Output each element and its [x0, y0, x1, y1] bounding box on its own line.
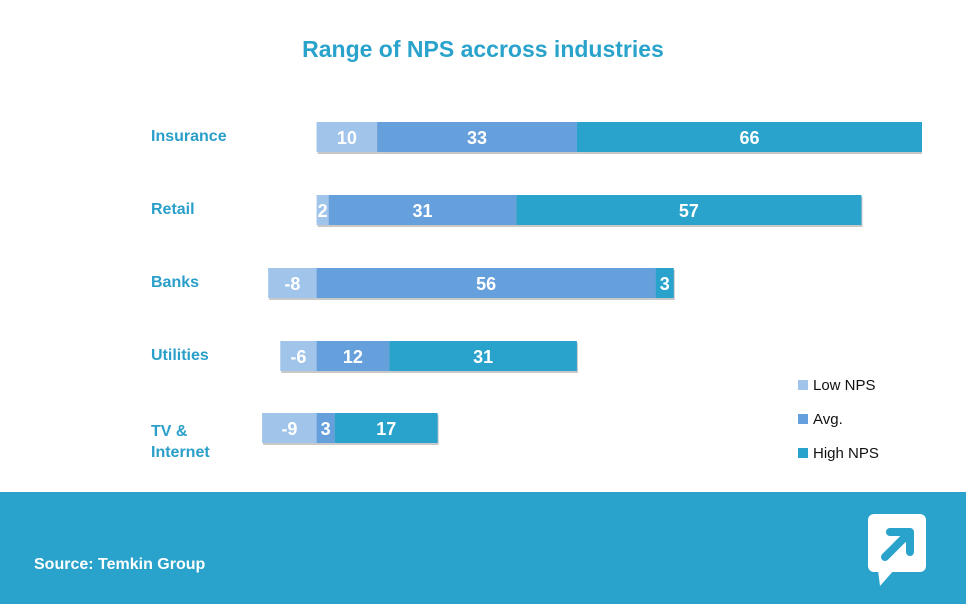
data-label: 31: [473, 347, 493, 367]
category-label: TV & Internet: [151, 423, 210, 461]
bar-high-nps: [655, 268, 674, 298]
bar-low-nps: [280, 341, 317, 371]
footer-band: Source: Temkin Group: [0, 492, 966, 604]
bar-low-nps: [316, 122, 378, 152]
bar-chart: 10 33 66 2 31 57 -8 56 3 -6 12 31 -9 3 17: [262, 122, 922, 445]
data-label: 17: [376, 419, 396, 439]
bar-high-nps: [334, 413, 438, 443]
legend-label: Avg.: [813, 410, 843, 428]
data-label: 10: [337, 128, 357, 148]
bar-low-nps: [262, 413, 317, 443]
legend-swatch: [798, 448, 808, 458]
bar-low-nps: [316, 195, 329, 225]
data-label: 56: [476, 274, 496, 294]
data-label: -8: [284, 274, 300, 294]
bar-avg: [316, 413, 335, 443]
bar-avg: [377, 122, 577, 152]
category-label: Retail: [151, 201, 195, 218]
legend-item: Low NPS: [798, 368, 879, 402]
data-label: 31: [413, 201, 433, 221]
category-label: Insurance: [151, 128, 227, 145]
bar-high-nps: [576, 122, 922, 152]
data-label: 3: [660, 274, 670, 294]
arrow-up-right-speech-bubble-icon: [868, 514, 928, 591]
bar-avg: [328, 195, 517, 225]
bar-high-nps: [516, 195, 862, 225]
data-label: 2: [318, 201, 328, 221]
data-label: -6: [290, 347, 306, 367]
legend-item: Avg.: [798, 402, 879, 436]
data-label: 57: [679, 201, 699, 221]
chart-title: Range of NPS accross industries: [302, 36, 664, 62]
legend: Low NPS Avg. High NPS: [798, 368, 879, 470]
bar-high-nps: [389, 341, 577, 371]
legend-item: High NPS: [798, 436, 879, 470]
data-label: -9: [281, 419, 297, 439]
data-label: 66: [739, 128, 759, 148]
bar-low-nps: [268, 268, 317, 298]
category-label: Utilities: [151, 347, 209, 364]
legend-label: High NPS: [813, 444, 879, 462]
source-text: Source: Temkin Group: [34, 556, 206, 573]
plot-area: 10 33 66 2 31 57 -8 56 3 -6 12 31 -9 3 17: [262, 122, 922, 445]
data-label: 33: [467, 128, 487, 148]
data-label: 12: [343, 347, 363, 367]
category-label: Banks: [151, 274, 200, 291]
bar-avg: [316, 268, 656, 298]
bar-avg: [316, 341, 390, 371]
data-label: 3: [321, 419, 331, 439]
legend-swatch: [798, 380, 808, 390]
legend-swatch: [798, 414, 808, 424]
legend-label: Low NPS: [813, 376, 876, 394]
